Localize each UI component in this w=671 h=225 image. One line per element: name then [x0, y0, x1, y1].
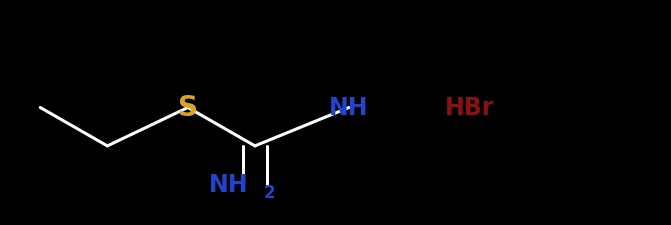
- Text: NH: NH: [209, 173, 248, 196]
- Text: NH: NH: [329, 96, 368, 120]
- Text: 2: 2: [264, 183, 276, 201]
- Text: HBr: HBr: [445, 96, 495, 120]
- Text: S: S: [178, 94, 198, 122]
